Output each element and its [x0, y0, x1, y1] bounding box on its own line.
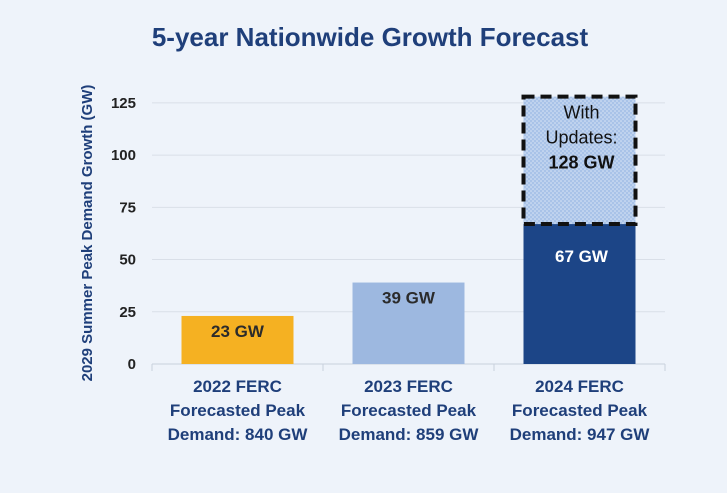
y-tick-label: 25	[119, 304, 136, 321]
update-annotation-line: Updates:	[545, 128, 617, 148]
updated-forecast-segment	[523, 96, 636, 225]
bar-data-label: 67 GW	[555, 247, 609, 266]
bar	[523, 224, 636, 364]
x-tick-label: Demand: 947 GW	[510, 425, 651, 444]
bar-data-label: 23 GW	[211, 322, 265, 341]
chart-title: 5-year Nationwide Growth Forecast	[152, 22, 589, 52]
y-tick-label: 50	[119, 252, 136, 269]
x-tick-label: 2024 FERC	[535, 377, 624, 396]
y-tick-label: 0	[128, 356, 136, 373]
update-annotation-line: 128 GW	[548, 153, 614, 173]
y-axis-label: 2029 Summer Peak Demand Growth (GW)	[79, 85, 96, 382]
bar	[352, 282, 465, 364]
y-tick-label: 125	[111, 95, 136, 112]
category-labels: 2022 FERC Forecasted Peak Demand: 840 GW 20…	[168, 377, 651, 444]
y-tick-label: 100	[111, 147, 136, 164]
x-tick-label: Demand: 840 GW	[168, 425, 309, 444]
update-annotation-line: With	[564, 103, 600, 123]
x-tick-label: Forecasted Peak	[512, 401, 648, 420]
y-tick-label: 75	[119, 199, 136, 216]
bars	[181, 94, 638, 364]
x-tick-label: Forecasted Peak	[341, 401, 477, 420]
updated-forecast-outline	[521, 94, 638, 227]
bar-data-label: 39 GW	[382, 289, 436, 308]
x-tick-label: 2022 FERC	[193, 377, 282, 396]
x-tick-label: Demand: 859 GW	[339, 425, 480, 444]
data-labels: 23 GW 39 GW 67 GW With Updates: 128 GW	[211, 103, 617, 341]
x-tick-label: Forecasted Peak	[170, 401, 306, 420]
bar	[181, 315, 294, 364]
x-tick-label: 2023 FERC	[364, 377, 453, 396]
